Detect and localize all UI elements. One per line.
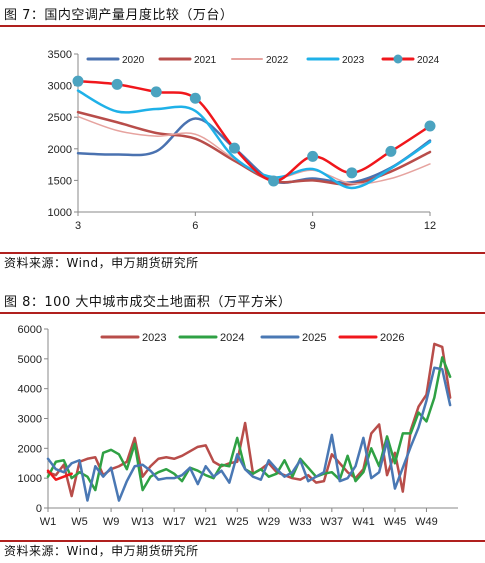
y-tick-label: 6000 bbox=[18, 324, 42, 336]
legend-label-2023: 2023 bbox=[342, 55, 365, 66]
x-tick-label: 9 bbox=[310, 220, 316, 232]
y-tick-label: 1500 bbox=[48, 175, 72, 187]
series-point-2024 bbox=[346, 167, 358, 179]
series-point-2024 bbox=[228, 142, 240, 154]
x-tick-label: W5 bbox=[71, 516, 88, 528]
x-tick-label: W13 bbox=[131, 516, 154, 528]
y-tick-label: 3000 bbox=[48, 81, 72, 93]
x-tick-label: W33 bbox=[289, 516, 312, 528]
series-point-2024 bbox=[424, 120, 436, 132]
series-point-2024 bbox=[268, 175, 280, 187]
series-point-2024 bbox=[385, 145, 397, 157]
series-point-2024 bbox=[189, 92, 201, 104]
x-tick-label: W21 bbox=[194, 516, 217, 528]
x-tick-label: W45 bbox=[384, 516, 407, 528]
y-tick-label: 2000 bbox=[18, 443, 42, 455]
legend-label-2022: 2022 bbox=[266, 55, 289, 66]
x-tick-label: W37 bbox=[321, 516, 344, 528]
x-tick-label: W9 bbox=[103, 516, 120, 528]
figure-7-source: 资料来源：Wind，申万期货研究所 bbox=[0, 252, 485, 272]
figure-8-title: 图 8：100 大中城市成交土地面积（万平方米） bbox=[0, 292, 485, 314]
y-tick-label: 3500 bbox=[48, 49, 72, 61]
y-tick-label: 2000 bbox=[48, 144, 72, 156]
legend-label-2020: 2020 bbox=[122, 55, 145, 66]
x-tick-label: W29 bbox=[257, 516, 280, 528]
legend-label-2021: 2021 bbox=[194, 55, 217, 66]
y-tick-label: 3000 bbox=[18, 414, 42, 426]
x-tick-label: W17 bbox=[163, 516, 186, 528]
x-tick-label: 3 bbox=[75, 220, 81, 232]
legend-label-2026: 2026 bbox=[380, 332, 404, 344]
legend-label-2023: 2023 bbox=[142, 332, 166, 344]
series-point-2024 bbox=[307, 150, 319, 162]
legend-marker-2024 bbox=[393, 54, 403, 64]
x-tick-label: 6 bbox=[192, 220, 198, 232]
y-tick-label: 2500 bbox=[48, 112, 72, 124]
y-tick-label: 5000 bbox=[18, 354, 42, 366]
series-point-2024 bbox=[150, 86, 162, 98]
figure-8-source: 资料来源：Wind，申万期货研究所 bbox=[0, 540, 485, 560]
series-point-2024 bbox=[111, 78, 123, 90]
y-tick-label: 1000 bbox=[48, 207, 72, 219]
figure-7-title: 图 7：国内空调产量月度比较（万台） bbox=[0, 5, 485, 27]
y-tick-label: 0 bbox=[36, 503, 42, 515]
x-tick-label: W25 bbox=[226, 516, 249, 528]
series-line-2025 bbox=[46, 366, 452, 502]
legend-label-2025: 2025 bbox=[302, 332, 326, 344]
y-tick-label: 4000 bbox=[18, 384, 42, 396]
x-tick-label: W41 bbox=[352, 516, 375, 528]
series-line-2021 bbox=[76, 110, 432, 186]
chart-ac-production: 1000 1500 2000 2500 3000 3500 3 6 9 12 2020 2021 202… bbox=[48, 49, 440, 232]
chart-land-area: 0 1000 2000 3000 4000 5000 6000 W1 W5 W9 W13 W17 W21… bbox=[18, 324, 458, 528]
x-tick-label: 12 bbox=[424, 220, 436, 232]
y-tick-label: 1000 bbox=[18, 473, 42, 485]
series-line-2024 bbox=[76, 79, 432, 183]
x-tick-label: W49 bbox=[415, 516, 438, 528]
series-line-2026 bbox=[46, 469, 73, 481]
x-tick-label: W1 bbox=[40, 516, 57, 528]
legend-label-2024: 2024 bbox=[220, 332, 244, 344]
series-line-2020 bbox=[76, 117, 432, 184]
legend-label-2024: 2024 bbox=[417, 55, 440, 66]
series-point-2024 bbox=[72, 75, 84, 87]
